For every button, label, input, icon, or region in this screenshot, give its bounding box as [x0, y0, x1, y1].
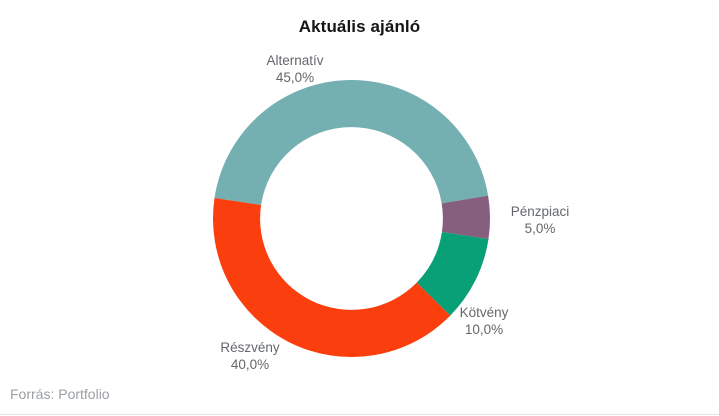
segment-percent: 45,0%: [275, 70, 315, 85]
segment-name: Alternatív: [266, 53, 324, 68]
segment-percent: 40,0%: [230, 357, 270, 372]
segment-name: Kötvény: [459, 305, 509, 320]
source-attribution: Forrás: Portfolio: [10, 386, 110, 402]
segment-percent: 10,0%: [464, 322, 504, 337]
segment-name: Pénzpiaci: [510, 204, 570, 219]
segment-name: Részvény: [220, 340, 280, 355]
segment-label-penzpiaci: Pénzpiaci 5,0%: [511, 203, 570, 237]
segment-percent: 5,0%: [524, 221, 556, 236]
donut-segment-1[interactable]: [441, 195, 491, 239]
segment-label-alternativ: Alternatív 45,0%: [266, 52, 323, 86]
bottom-divider: [0, 414, 719, 415]
chart-title: Aktuális ajánló: [298, 17, 421, 36]
donut-segment-3[interactable]: [212, 198, 451, 358]
donut-segment-0[interactable]: [214, 79, 489, 205]
segment-label-kotveny: Kötvény 10,0%: [460, 304, 509, 338]
segment-label-reszveny: Részvény 40,0%: [220, 339, 279, 373]
donut-segment-2[interactable]: [416, 232, 489, 316]
